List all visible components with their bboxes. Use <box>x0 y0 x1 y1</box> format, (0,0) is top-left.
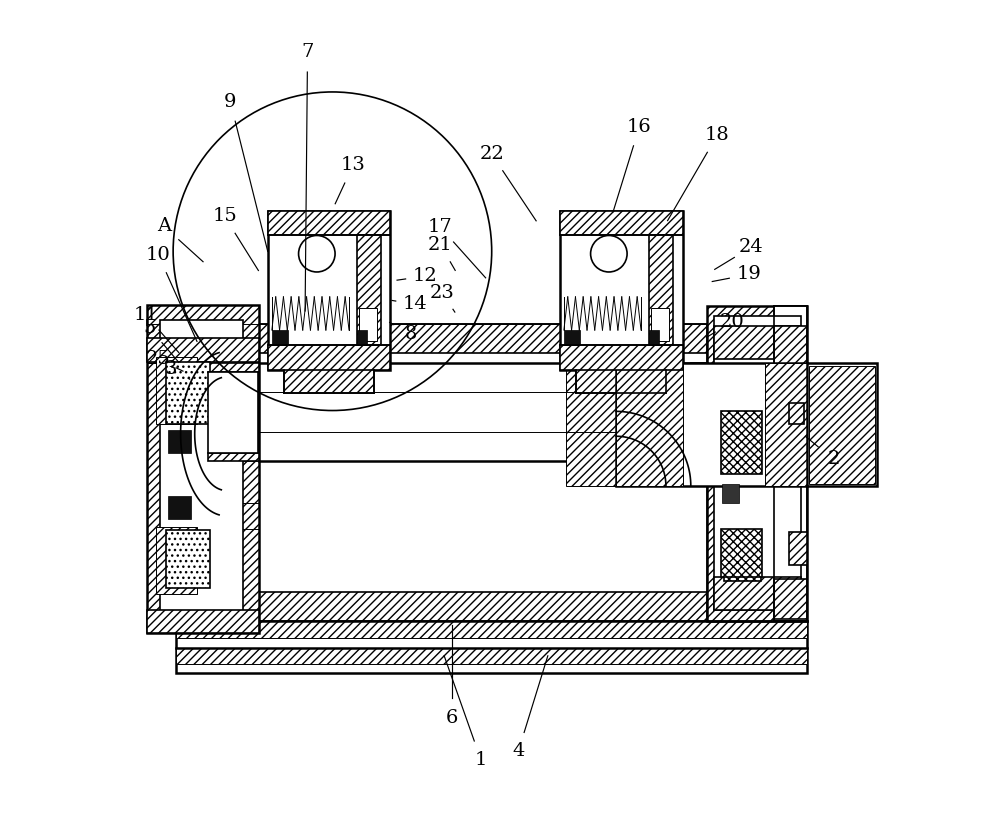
Text: 12: 12 <box>413 267 438 285</box>
Text: 14: 14 <box>403 295 428 313</box>
Text: 1: 1 <box>475 750 487 769</box>
Bar <box>651 307 669 341</box>
Bar <box>208 371 258 453</box>
Text: 4: 4 <box>512 742 524 760</box>
Bar <box>160 320 243 619</box>
Bar <box>168 496 191 519</box>
Bar <box>774 326 807 366</box>
Bar <box>359 307 377 341</box>
Bar <box>193 324 707 622</box>
Bar <box>774 579 807 619</box>
Text: 3: 3 <box>164 360 177 378</box>
Bar <box>701 371 751 453</box>
Bar <box>176 622 807 638</box>
Bar <box>284 366 374 393</box>
Text: 7: 7 <box>301 43 314 61</box>
Text: A: A <box>157 218 171 235</box>
Text: 15: 15 <box>212 208 237 225</box>
Bar <box>616 363 683 486</box>
Bar <box>147 338 259 361</box>
Bar <box>765 363 807 486</box>
Bar <box>691 363 757 461</box>
Bar <box>268 210 390 235</box>
Circle shape <box>299 235 335 272</box>
Text: 25: 25 <box>146 350 171 368</box>
Text: 8: 8 <box>405 325 417 343</box>
Bar <box>714 316 801 611</box>
Bar <box>649 235 673 345</box>
Bar <box>166 361 210 424</box>
Bar <box>208 453 259 461</box>
Bar <box>722 484 739 503</box>
Bar <box>649 330 659 345</box>
Bar <box>724 364 761 424</box>
Bar <box>147 610 259 633</box>
Text: 11: 11 <box>133 306 158 324</box>
Text: 13: 13 <box>341 156 366 174</box>
Text: 10: 10 <box>146 245 171 263</box>
Bar <box>357 330 367 345</box>
Polygon shape <box>566 363 616 486</box>
Bar <box>789 532 807 565</box>
Bar <box>560 210 683 370</box>
Bar <box>268 210 390 370</box>
Text: 17: 17 <box>428 219 453 236</box>
Text: 20: 20 <box>720 312 745 331</box>
Bar <box>714 326 801 359</box>
Bar <box>560 345 683 370</box>
Bar <box>193 363 259 461</box>
Bar <box>774 306 807 622</box>
Text: 18: 18 <box>705 126 730 144</box>
Text: 24: 24 <box>739 238 764 256</box>
Bar <box>272 330 288 345</box>
Bar <box>721 529 762 578</box>
Bar <box>156 357 197 424</box>
Bar <box>714 578 801 611</box>
Bar <box>147 305 259 633</box>
Bar <box>176 622 807 672</box>
Bar <box>724 532 761 582</box>
Text: 2: 2 <box>827 450 840 469</box>
Bar <box>166 530 210 588</box>
Bar <box>789 403 804 424</box>
Text: 16: 16 <box>627 118 652 135</box>
Bar <box>176 648 807 664</box>
Bar <box>357 235 381 345</box>
Bar <box>193 593 707 622</box>
Bar <box>259 363 707 461</box>
Bar <box>707 306 807 622</box>
Bar <box>268 345 390 370</box>
Text: 21: 21 <box>428 236 453 253</box>
Bar <box>560 210 683 235</box>
Bar <box>564 330 580 345</box>
Bar <box>156 528 197 594</box>
Text: 23: 23 <box>429 283 454 302</box>
Text: 22: 22 <box>479 145 504 163</box>
Bar <box>576 366 666 393</box>
Bar <box>807 363 877 486</box>
Text: 6: 6 <box>446 710 458 727</box>
Bar <box>208 363 259 371</box>
Text: 5: 5 <box>143 318 155 337</box>
Bar <box>193 324 707 353</box>
Bar <box>721 411 762 474</box>
Bar <box>789 381 807 414</box>
Text: 19: 19 <box>736 265 761 283</box>
Text: 9: 9 <box>224 93 237 111</box>
Bar <box>726 432 742 453</box>
Bar <box>168 430 191 453</box>
Bar <box>616 363 807 486</box>
Bar <box>809 366 875 484</box>
Circle shape <box>591 235 627 272</box>
